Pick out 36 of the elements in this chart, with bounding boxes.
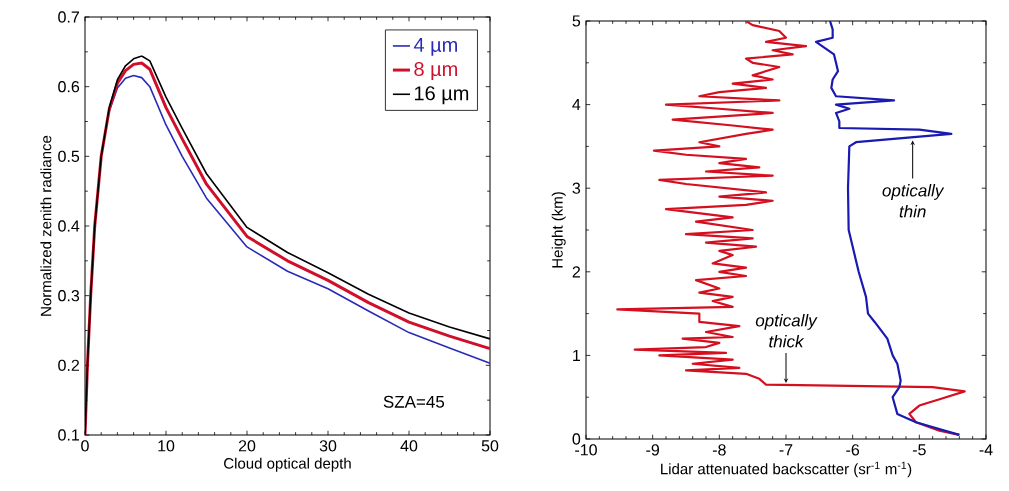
y-tick-label: 0.3 xyxy=(58,290,80,302)
y-tick-label: 0.2 xyxy=(58,359,79,371)
x-tick-label: -7 xyxy=(779,444,793,456)
annotation: optically thin xyxy=(882,184,945,218)
y-tick-label: 2 xyxy=(572,266,580,278)
y-tick-label: 1 xyxy=(573,349,581,361)
x-tick-label: 30 xyxy=(319,440,337,452)
x-tick-label: 0 xyxy=(81,440,89,452)
legend-label: 8 µm xyxy=(414,61,457,81)
legend-label: 16 µm xyxy=(414,86,469,105)
x-axis-title: Cloud optical depth xyxy=(224,457,351,472)
annotation: SZA=45 xyxy=(383,395,445,408)
y-tick-label: 0.5 xyxy=(58,150,80,162)
x-axis-title: Lidar attenuated backscatter (sr$^{-1}$ m$^{-1}$) xyxy=(661,461,912,478)
y-tick-label: 0.6 xyxy=(58,81,80,93)
y-tick-label: 5 xyxy=(572,15,581,27)
annotation: optically thick xyxy=(755,314,818,348)
x-tick-label: -10 xyxy=(575,444,597,456)
x-tick-label: -4 xyxy=(979,444,993,456)
y-axis-title: Normalized zenith radiance xyxy=(40,135,52,316)
x-tick-label: 20 xyxy=(238,440,256,452)
line-series xyxy=(616,21,966,436)
x-tick-label: -6 xyxy=(846,444,860,456)
y-tick-label: 0.7 xyxy=(58,11,79,23)
y-tick-label: 0.1 xyxy=(58,429,80,441)
y-tick-label: 0.4 xyxy=(58,220,80,232)
x-tick-label: 40 xyxy=(400,440,418,452)
legend-label: 4 µm xyxy=(413,37,457,56)
x-tick-label: -8 xyxy=(712,444,726,456)
x-tick-label: 50 xyxy=(481,440,499,452)
y-tick-label: 4 xyxy=(572,99,581,111)
y-axis-title: Height (km) xyxy=(551,192,566,268)
y-tick-label: 3 xyxy=(572,182,581,194)
x-tick-label: -5 xyxy=(912,444,926,456)
x-tick-label: -9 xyxy=(646,444,660,456)
x-tick-label: 10 xyxy=(158,440,175,452)
